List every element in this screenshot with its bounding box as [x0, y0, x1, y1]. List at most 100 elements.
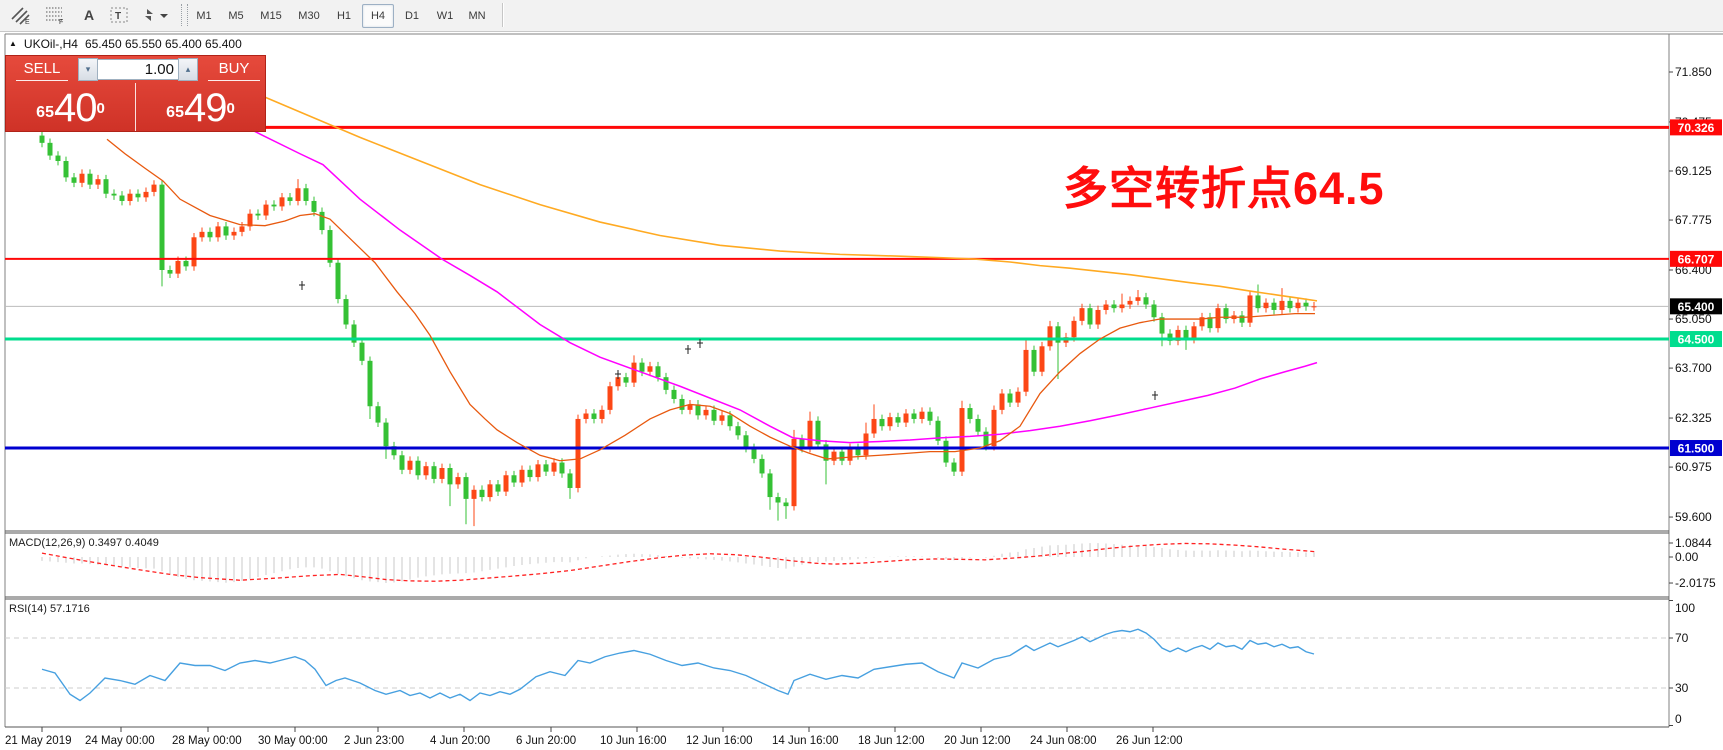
candle-body [1287, 300, 1293, 309]
ma-slow-line [239, 85, 1318, 302]
candle-body [103, 179, 109, 194]
candle-body [199, 231, 205, 238]
candle-body [87, 173, 93, 185]
candle-body [927, 411, 933, 421]
candle-body [1127, 300, 1133, 305]
candle-body [1271, 302, 1277, 310]
fibonacci-tool-icon[interactable]: F [42, 3, 68, 27]
candle-body [287, 197, 293, 201]
tf-button-m1[interactable]: M1 [196, 10, 212, 22]
dropdown-caret-icon [160, 14, 168, 18]
candle-body [799, 438, 805, 449]
candle-body [823, 444, 829, 461]
tf-button-m30[interactable]: M30 [298, 10, 320, 22]
price-badge [1670, 298, 1722, 315]
rsi-tick-label: 100 [1675, 601, 1695, 615]
shapes-tool-icon[interactable] [136, 3, 172, 27]
candle-body [783, 502, 789, 507]
candle-body [1087, 308, 1093, 325]
candle-body [439, 467, 445, 479]
tf-button-w1[interactable]: W1 [436, 10, 454, 22]
candle-body [159, 184, 165, 270]
macd-signal-line [41, 542, 1318, 582]
price-badge [1670, 250, 1722, 267]
sell-price[interactable]: 65 40 0 [6, 83, 136, 131]
candle-body [831, 451, 837, 461]
price-badge [1670, 119, 1722, 136]
candle-body [47, 142, 53, 156]
candle-body [1095, 309, 1101, 325]
toolbar-grip[interactable] [181, 4, 188, 26]
candle-body [559, 462, 565, 474]
candle-body [415, 460, 421, 476]
candle-body [1135, 297, 1141, 301]
tf-button-m15[interactable]: M15 [260, 10, 282, 22]
candle-body [111, 193, 117, 196]
candle-body [551, 462, 557, 472]
time-tick-label: 24 Jun 08:00 [1030, 735, 1097, 747]
rsi-tick-label: 30 [1675, 681, 1689, 695]
tf-button-d1[interactable]: D1 [404, 10, 420, 22]
candle-body [511, 475, 517, 483]
candle-body [455, 477, 461, 485]
candle-body [1151, 304, 1157, 318]
buy-price-small: 65 [166, 104, 184, 121]
candle-body [623, 377, 629, 383]
candle-body [1111, 304, 1117, 309]
toolbar: E F A T M1 M5 M15 M30 H1 H4 D1 W1 MN [0, 0, 1723, 32]
price-tick-label: 59.600 [1675, 510, 1712, 524]
candle-body [367, 360, 373, 407]
candle-body [399, 455, 405, 470]
tf-button-mn[interactable]: MN [468, 10, 486, 22]
buy-button-label: BUY [218, 60, 250, 77]
buy-price[interactable]: 65 49 0 [136, 83, 265, 131]
svg-text:T: T [115, 11, 121, 22]
candle-body [719, 415, 725, 421]
price-tick-label: 60.975 [1675, 460, 1712, 474]
svg-text:E: E [25, 19, 30, 25]
candle-body [255, 213, 261, 216]
buy-button[interactable]: BUY [198, 56, 270, 83]
text-box-tool-icon[interactable]: T [106, 3, 132, 27]
candle-body [527, 469, 533, 478]
candle-body [735, 426, 741, 436]
candle-body [63, 161, 69, 178]
sell-button-label: SELL [23, 60, 61, 77]
channel-tool-icon[interactable]: E [8, 3, 34, 27]
candle-body [863, 433, 869, 456]
volume-increase-button[interactable]: ▴ [178, 58, 198, 81]
time-tick-label: 4 Jun 20:00 [430, 735, 490, 747]
tf-button-m5[interactable]: M5 [228, 10, 244, 22]
buy-price-sup: 0 [226, 100, 235, 117]
candle-body [383, 422, 389, 447]
candle-body [855, 448, 861, 456]
collapse-triangle-icon[interactable]: ▲ [9, 38, 17, 48]
candle-body [151, 184, 157, 192]
time-tick-label: 26 Jun 12:00 [1116, 735, 1183, 747]
sell-button[interactable]: SELL [6, 56, 78, 83]
candle-body [207, 231, 213, 238]
text-tool-icon[interactable]: A [83, 7, 95, 23]
buy-underline [208, 80, 260, 81]
candle-body [1279, 300, 1285, 310]
candle-body [1311, 306, 1317, 308]
volume-input[interactable] [98, 59, 178, 80]
candle-body [599, 409, 605, 419]
candle-body [463, 477, 469, 499]
candle-body [727, 415, 733, 427]
candle-body [1007, 393, 1013, 403]
candle-body [1047, 326, 1053, 347]
tf-button-h1[interactable]: H1 [336, 10, 352, 22]
candle-body [703, 409, 709, 416]
candle-body [1191, 326, 1197, 340]
candle-body [1183, 329, 1189, 340]
volume-decrease-button[interactable]: ▾ [78, 58, 98, 81]
ma-mid-line [237, 122, 1318, 444]
candle-body [127, 193, 133, 201]
candle-body [303, 188, 309, 201]
candle-body [295, 188, 301, 201]
tf-button-h4[interactable]: H4 [362, 4, 394, 28]
candle-body [871, 418, 877, 434]
